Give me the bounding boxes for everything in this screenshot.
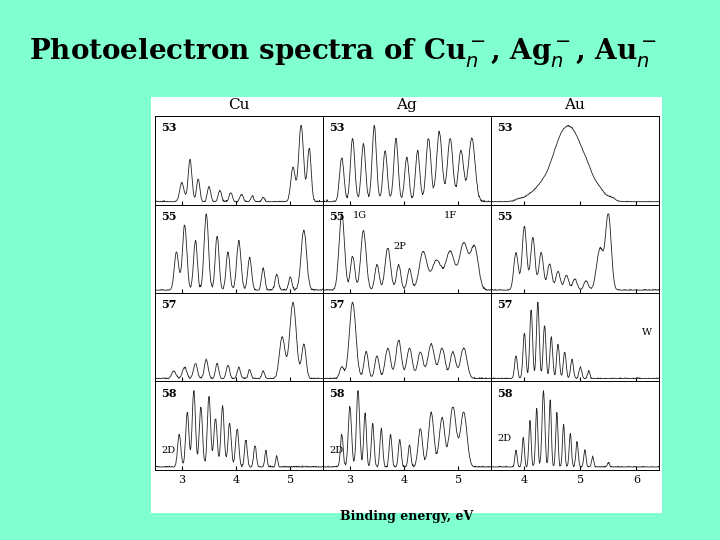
Text: 1F: 1F — [444, 211, 457, 220]
Text: 55: 55 — [161, 211, 177, 222]
Text: 55: 55 — [330, 211, 345, 222]
Text: 53: 53 — [330, 122, 345, 133]
Text: Au: Au — [564, 98, 585, 112]
Text: 53: 53 — [161, 122, 177, 133]
Text: 2D: 2D — [498, 434, 512, 443]
Text: 1G: 1G — [353, 211, 367, 220]
Text: Photoelectron spectra of Cu$_n^-$, Ag$_n^-$, Au$_n^-$: Photoelectron spectra of Cu$_n^-$, Ag$_n… — [29, 36, 657, 69]
Text: 58: 58 — [498, 388, 513, 399]
Text: 57: 57 — [498, 299, 513, 310]
Text: 55: 55 — [498, 211, 513, 222]
Text: 2P: 2P — [393, 242, 406, 252]
Text: 57: 57 — [161, 299, 177, 310]
Text: Cu: Cu — [228, 98, 250, 112]
Text: 57: 57 — [330, 299, 345, 310]
Text: Ag: Ag — [397, 98, 417, 112]
Text: 2D: 2D — [330, 446, 343, 455]
Text: 58: 58 — [161, 388, 177, 399]
Text: 53: 53 — [498, 122, 513, 133]
Text: W: W — [642, 328, 652, 338]
Text: Binding energy, eV: Binding energy, eV — [340, 510, 474, 523]
Text: 58: 58 — [330, 388, 345, 399]
Text: 2D: 2D — [161, 446, 176, 455]
